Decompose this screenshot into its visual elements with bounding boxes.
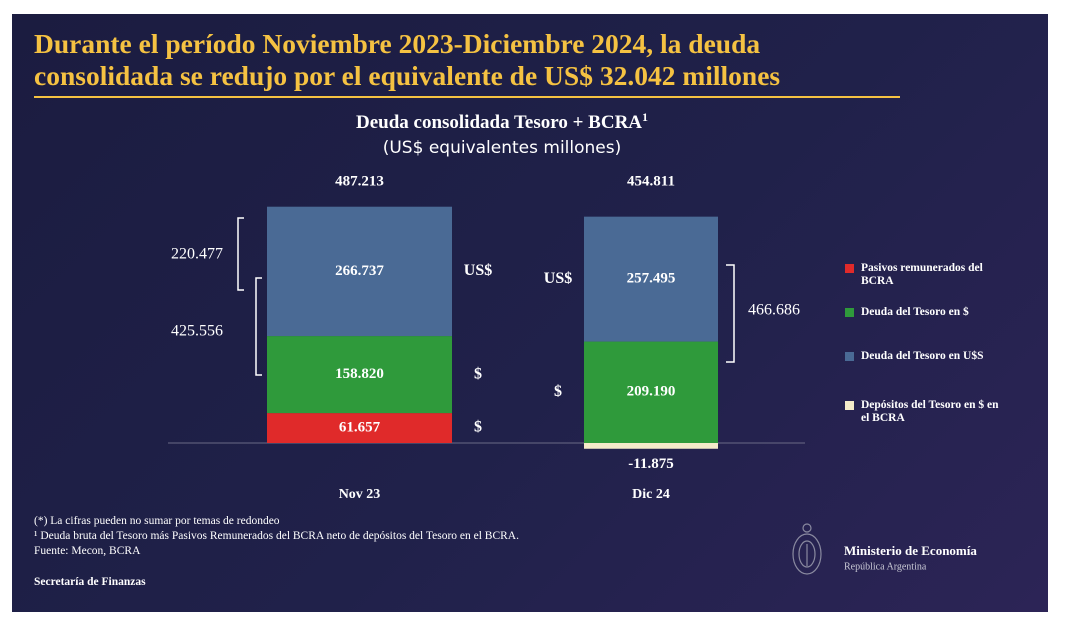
- panel: Durante el período Noviembre 2023-Diciem…: [12, 14, 1048, 612]
- bar-segment: [267, 206, 452, 337]
- chart-subtitle: (US$ equivalentes millones): [383, 138, 622, 158]
- legend-swatch: [845, 308, 854, 317]
- bracket: [237, 217, 244, 291]
- bar-segment: [584, 216, 718, 342]
- value-label: 158.820: [335, 366, 384, 382]
- unit-label: US$: [464, 262, 492, 279]
- headline: Durante el período Noviembre 2023-Diciem…: [34, 28, 900, 98]
- bar-segment: [267, 336, 452, 414]
- country: República Argentina: [844, 561, 927, 572]
- legend-item: Deuda del Tesoro en $: [845, 306, 1005, 319]
- value-label: 61.657: [339, 419, 381, 435]
- unit-label: $: [474, 419, 482, 436]
- logo: [792, 523, 822, 575]
- footnote: Fuente: Mecon, BCRA: [34, 545, 141, 557]
- value-label: 257.495: [627, 271, 676, 287]
- legend-item: Deuda del Tesoro en U$S: [845, 350, 1005, 363]
- bracket: [255, 277, 262, 376]
- title-note: 1: [642, 110, 648, 124]
- bar-segment: [584, 443, 718, 449]
- legend-swatch: [845, 264, 854, 273]
- bracket: [726, 264, 735, 363]
- chart-title: Deuda consolidada Tesoro + BCRA1: [356, 110, 648, 134]
- bracket-label: 466.686: [748, 302, 800, 319]
- chart: Deuda consolidada Tesoro + BCRA1 (US$ eq…: [168, 110, 977, 575]
- legend-item: Pasivos remunerados del BCRA: [845, 262, 1005, 288]
- x-tick-label: Dic 24: [632, 487, 670, 502]
- legend-label: Deuda del Tesoro en $: [861, 306, 969, 318]
- total-label: 487.213: [335, 173, 384, 189]
- legend-label: Pasivos remunerados del BCRA: [861, 262, 983, 287]
- value-label: -11.875: [628, 456, 673, 472]
- unit-label: $: [474, 365, 482, 382]
- footnote: ¹ Deuda bruta del Tesoro más Pasivos Rem…: [34, 530, 519, 542]
- value-label: 209.190: [627, 384, 676, 400]
- legend-label: Depósitos del Tesoro en $ en el BCRA: [861, 399, 999, 424]
- value-label: 266.737: [335, 263, 384, 279]
- credit: Secretaría de Finanzas: [34, 576, 146, 588]
- unit-label: US$: [544, 270, 572, 287]
- ministry: Ministerio de Economía: [844, 543, 977, 558]
- legend-item: Depósitos del Tesoro en $ en el BCRA: [845, 399, 1005, 425]
- legend-swatch: [845, 352, 854, 361]
- title-text: Deuda consolidada Tesoro + BCRA: [356, 112, 642, 133]
- footnote: (*) La cifras pueden no sumar por temas …: [34, 515, 280, 527]
- total-label: 454.811: [627, 173, 675, 189]
- bracket-label: 220.477: [171, 246, 223, 263]
- legend-label: Deuda del Tesoro en U$S: [861, 350, 984, 362]
- bar-segment: [267, 413, 452, 443]
- bracket-label: 425.556: [171, 323, 223, 340]
- x-tick-label: Nov 23: [339, 487, 381, 502]
- bar-segment: [584, 341, 718, 443]
- unit-label: $: [554, 383, 562, 400]
- legend-swatch: [845, 401, 854, 410]
